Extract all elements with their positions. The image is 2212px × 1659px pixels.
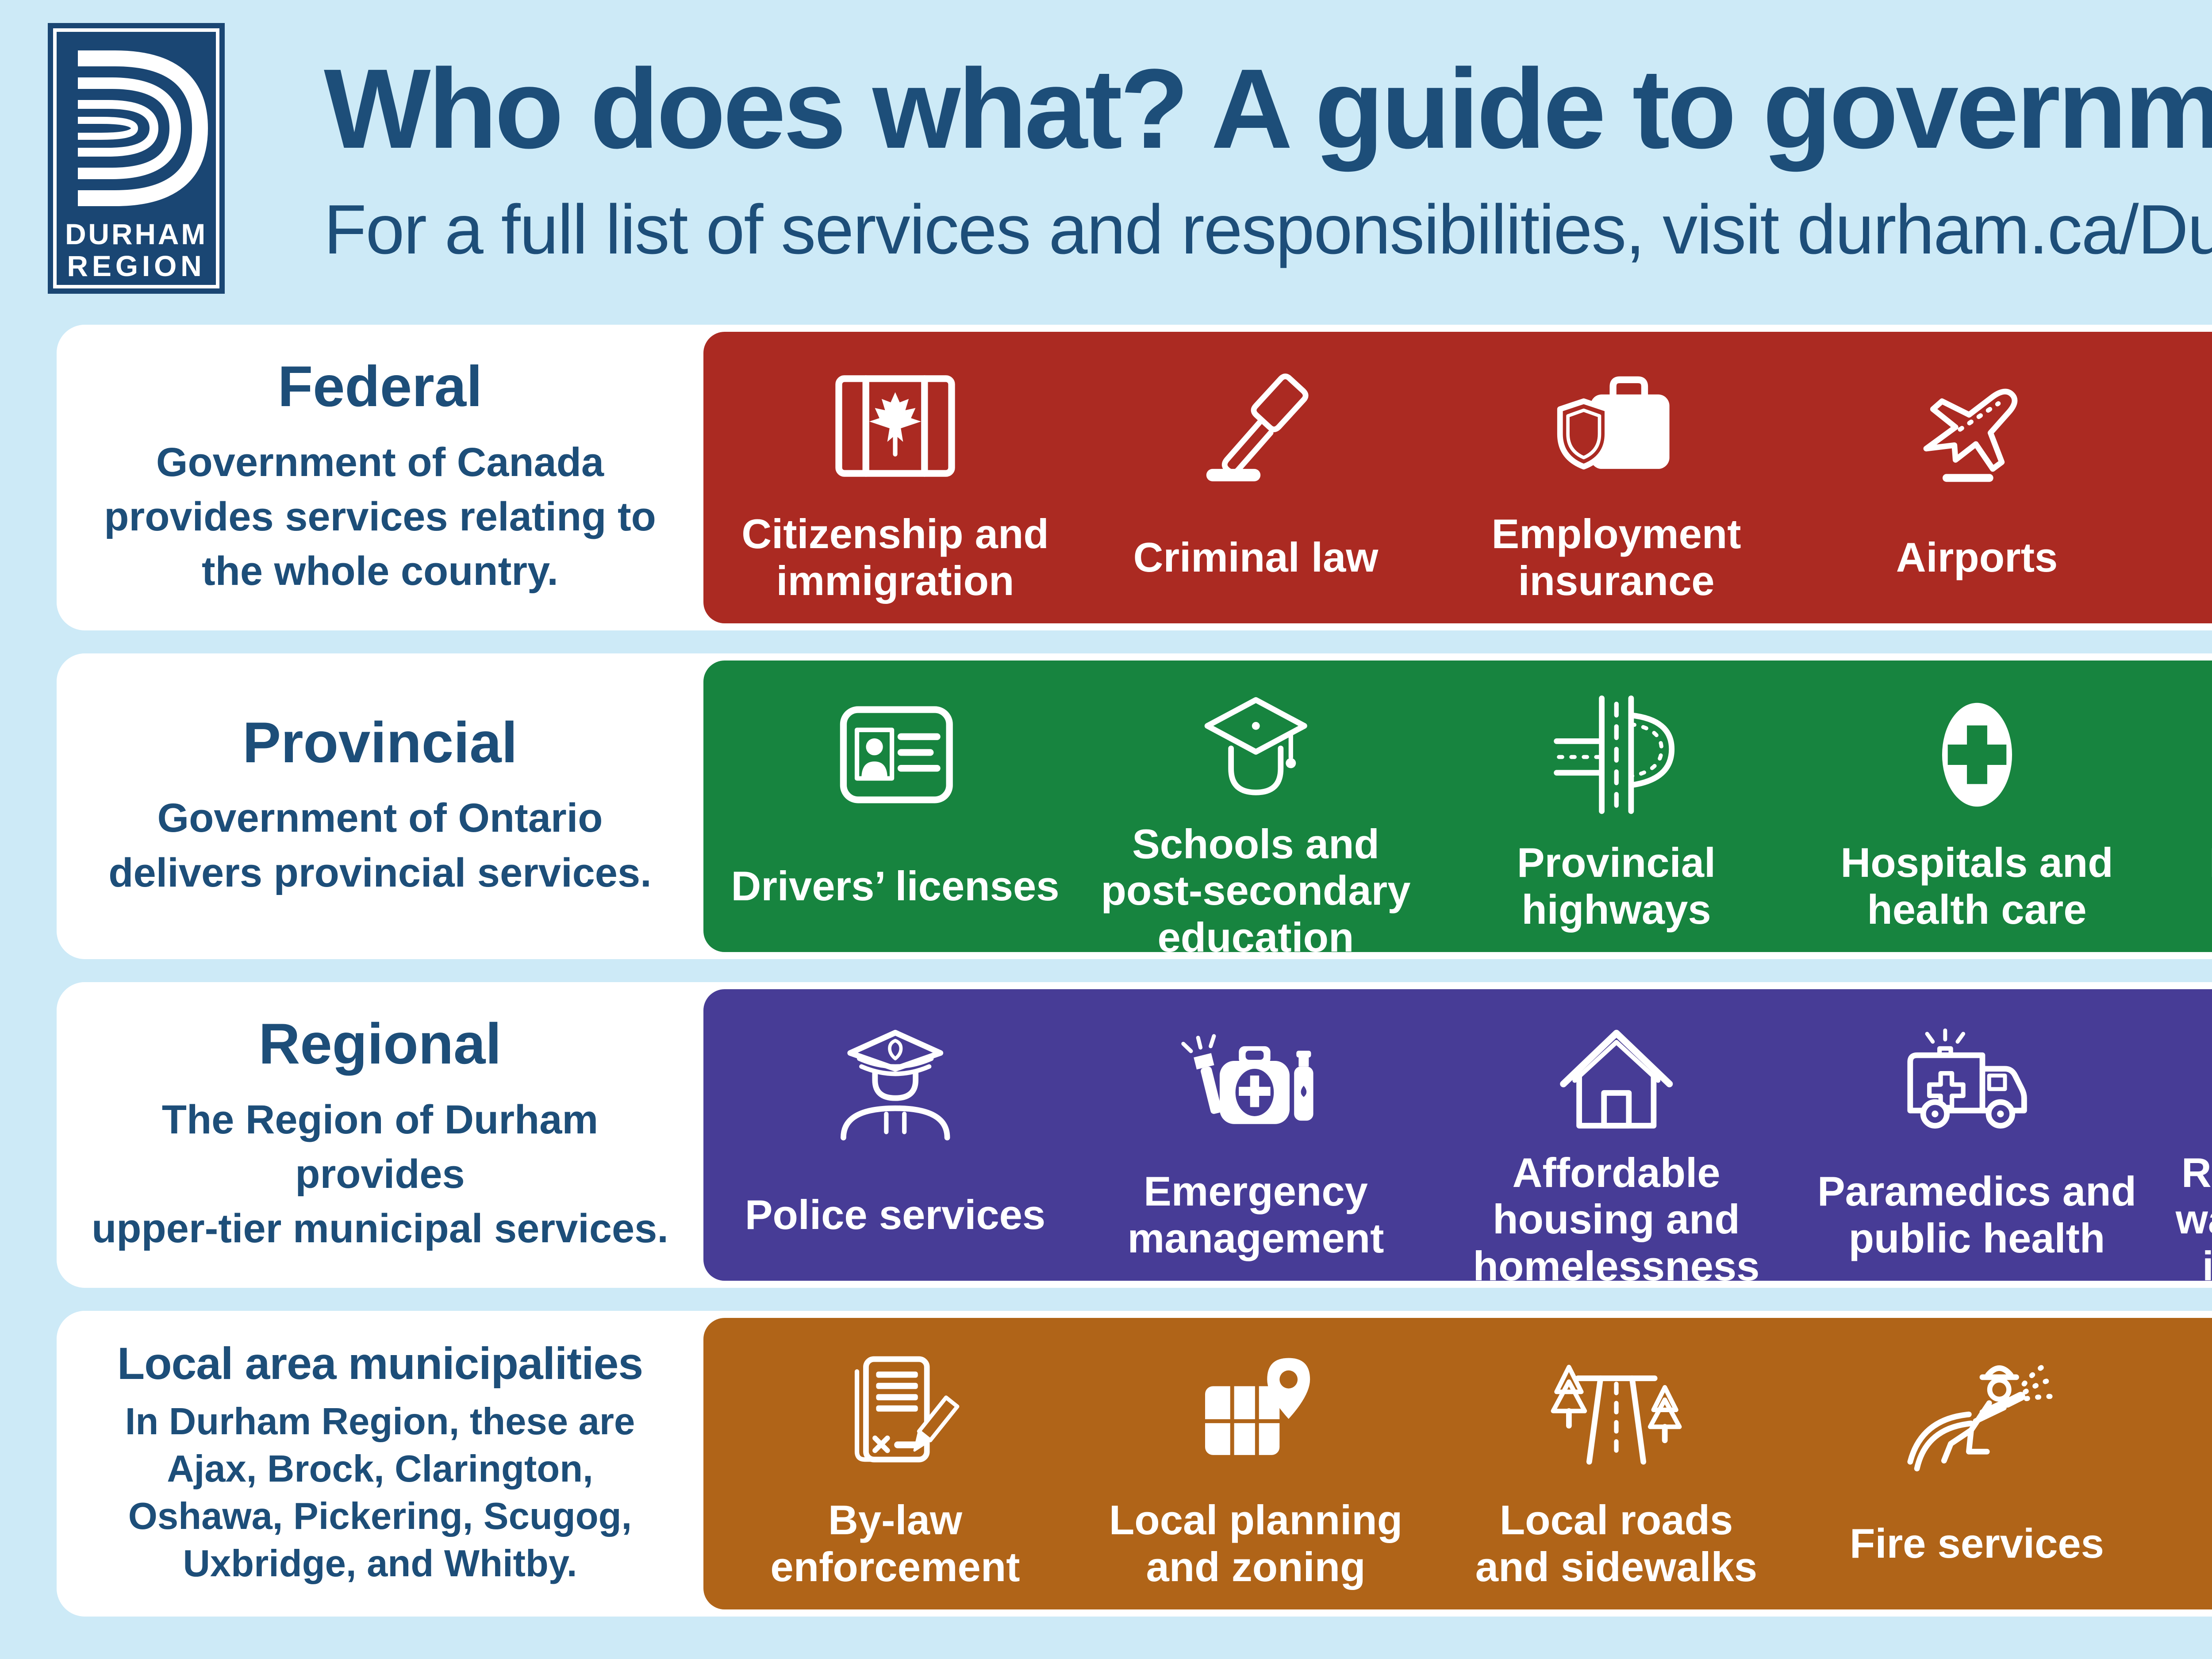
row-band: Citizenship and immigration Criminal law… <box>703 332 2212 623</box>
row-description: In Durham Region, these are Ajax, Brock,… <box>125 1400 635 1585</box>
service-item: Local roads and sidewalks <box>1436 1318 1797 1609</box>
service-item: Affordable housing and homelessness <box>1436 989 1797 1288</box>
service-item: Criminal law <box>1075 332 1436 623</box>
service-label: Local roads and sidewalks <box>1475 1497 1758 1590</box>
service-label: Drivers’ licenses <box>731 862 1060 909</box>
row-heading: Provincial <box>242 710 518 775</box>
service-item: Employment insurance <box>1436 332 1797 623</box>
row-label-panel: Regional The Region of Durham provides u… <box>57 982 703 1288</box>
service-label: Paramedics and public health <box>1817 1168 2137 1261</box>
airplane-icon <box>1904 357 2051 495</box>
row-description: Government of Canada provides services r… <box>104 439 656 594</box>
road-trees-icon <box>1537 1343 1695 1482</box>
service-label: Citizenship and immigration <box>741 511 1049 604</box>
ambulance-icon <box>1892 1014 2062 1153</box>
service-label: Emergency management <box>1127 1168 1384 1261</box>
service-item: Property and civil rights <box>2157 661 2212 952</box>
document-pencil-icon <box>822 1343 969 1482</box>
row-description: Government of Ontario delivers provincia… <box>108 795 652 895</box>
service-label: By-law enforcement <box>770 1497 1020 1590</box>
row-federal: Federal Government of Canada provides se… <box>57 325 2212 630</box>
service-label: Regional roads, water and sewer infrastr… <box>2175 1149 2212 1288</box>
hospital-cross-icon <box>1909 685 2045 824</box>
canada-flag-icon <box>816 357 974 495</box>
row-band: By-law enforcement Local planning and zo… <box>703 1318 2212 1609</box>
service-item: Regional roads, water and sewer infrastr… <box>2157 989 2212 1288</box>
row-band: Police services Emergency management Aff… <box>703 989 2212 1288</box>
rows: Federal Government of Canada provides se… <box>57 325 2212 1617</box>
row-regional: Regional The Region of Durham provides u… <box>57 982 2212 1288</box>
highway-icon <box>1543 685 1690 824</box>
row-heading: Federal <box>277 354 483 419</box>
service-item: Citizenship and immigration <box>715 332 1075 623</box>
service-item: Drivers’ licenses <box>715 661 1075 952</box>
logo-line1: DURHAM <box>65 218 207 250</box>
service-label: Airports <box>1896 534 2058 580</box>
briefcase-shield-icon <box>1543 357 1690 495</box>
service-label: Hospitals and health care <box>1840 839 2113 933</box>
police-officer-icon <box>822 1014 969 1153</box>
house-icon <box>1543 1014 1690 1149</box>
durham-region-logo: DURHAM REGION <box>48 23 225 294</box>
firefighter-icon <box>1892 1343 2062 1482</box>
service-item: Hospitals and health care <box>1797 661 2157 952</box>
service-item: By-law enforcement <box>715 1318 1075 1609</box>
row-description: The Region of Durham provides upper-tier… <box>92 1097 668 1252</box>
service-item: Provincial highways <box>1436 661 1797 952</box>
row-heading: Regional <box>258 1011 502 1076</box>
row-label-panel: Federal Government of Canada provides se… <box>57 325 703 630</box>
row-provincial: Provincial Government of Ontario deliver… <box>57 653 2212 959</box>
service-label: Local planning and zoning <box>1109 1497 1403 1590</box>
service-label: Police services <box>745 1191 1046 1238</box>
grad-cap-icon <box>1183 685 1329 821</box>
service-label: Criminal law <box>1133 534 1379 580</box>
row-band: Drivers’ licenses Schools and post-secon… <box>703 661 2212 959</box>
service-label: Provincial highways <box>1517 839 1716 933</box>
service-item: Paramedics and public health <box>1797 989 2157 1281</box>
service-item: Parks and recreation <box>2157 1318 2212 1609</box>
row-heading: Local area municipalities <box>117 1338 643 1389</box>
service-item: Emergency management <box>1075 989 1436 1281</box>
page-subtitle: For a full list of services and responsi… <box>324 190 2212 269</box>
service-item: Fire services <box>1797 1318 2157 1609</box>
service-item: Local planning and zoning <box>1075 1318 1436 1609</box>
service-item: Police services <box>715 989 1075 1281</box>
service-item: Schools and post-secondary education <box>1075 661 1436 959</box>
row-label-panel: Local area municipalities In Durham Regi… <box>57 1311 703 1617</box>
durham-d-icon: DURHAM REGION <box>48 23 225 294</box>
logo-line2: REGION <box>67 250 205 282</box>
first-aid-kit-icon <box>1177 1014 1335 1153</box>
service-label: Property and civil rights <box>2209 839 2212 933</box>
drivers-license-icon <box>822 685 969 824</box>
service-label: Employment insurance <box>1491 511 1741 604</box>
service-item: Airports <box>1797 332 2157 623</box>
page-title: Who does what? A guide to government ser… <box>324 46 2212 172</box>
gavel-icon <box>1188 357 1324 495</box>
service-label: Schools and post-secondary education <box>1101 821 1411 959</box>
service-label: Affordable housing and homelessness <box>1473 1149 1760 1288</box>
row-label-panel: Provincial Government of Ontario deliver… <box>57 653 703 959</box>
row-local: Local area municipalities In Durham Regi… <box>57 1311 2212 1617</box>
service-item: Income$ Income tax <box>2157 332 2212 623</box>
map-pin-icon <box>1183 1343 1329 1482</box>
service-label: Fire services <box>1850 1520 2104 1567</box>
